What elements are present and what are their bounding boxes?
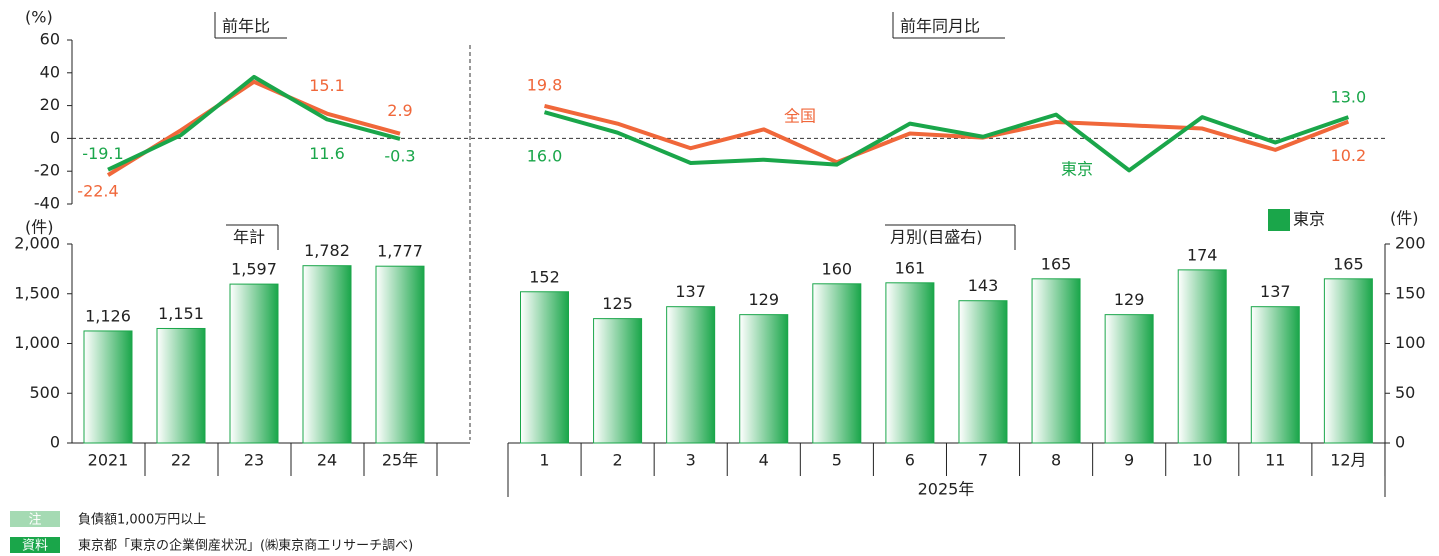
data-label: 16.0 [527, 147, 563, 166]
x-tick-label: 10 [1192, 451, 1212, 470]
data-label: -19.1 [82, 144, 123, 163]
x-tick-label: 6 [905, 451, 915, 470]
bar [1323, 278, 1373, 444]
bar [958, 300, 1008, 444]
x-tick-label: 3 [686, 451, 696, 470]
y-tick-label: -20 [34, 161, 60, 180]
y-tick-label: 60 [40, 30, 60, 49]
data-label: 19.8 [527, 75, 563, 94]
bar [1177, 269, 1227, 444]
data-label: 13.0 [1331, 88, 1367, 107]
bar [666, 306, 716, 444]
y-tick-label: 20 [40, 95, 60, 114]
data-label: 160 [822, 259, 853, 278]
chart-title: 月別(目盛右) [890, 228, 983, 247]
y-tick-label: 100 [1395, 333, 1426, 352]
bar [885, 282, 935, 444]
data-label: 1,126 [85, 306, 131, 325]
line [107, 74, 401, 172]
bar [1031, 278, 1081, 444]
y-tick-label: -40 [34, 194, 60, 213]
note-tag-text: 資料 [22, 539, 48, 554]
y-tick-label: 1,500 [14, 283, 60, 302]
x-tick-label: 5 [832, 451, 842, 470]
note-text: 負債額1,000万円以上 [78, 513, 206, 528]
data-label: 137 [1260, 282, 1291, 301]
x-tick-label: 4 [759, 451, 769, 470]
data-label: 125 [602, 294, 633, 313]
bar [83, 330, 133, 444]
data-label: 161 [895, 258, 926, 277]
note-tag-text: 注 [28, 513, 41, 528]
bar [1104, 314, 1154, 444]
note-tag [10, 511, 60, 527]
y-tick-label: 500 [29, 383, 60, 402]
data-label: 165 [1333, 254, 1364, 273]
bar [375, 265, 425, 444]
bar [156, 327, 206, 444]
x-tick-label: 24 [317, 451, 337, 470]
data-label: 165 [1041, 254, 1072, 273]
line [543, 110, 1350, 173]
data-label: 1,782 [304, 241, 350, 260]
data-label: 129 [1114, 290, 1145, 309]
bar [520, 291, 569, 444]
y-tick-label: 150 [1395, 283, 1426, 302]
x-tick-label: 8 [1051, 451, 1061, 470]
chart-title: 年計 [233, 228, 265, 247]
x-tick-label: 23 [244, 451, 264, 470]
y-axis-label: (件) [25, 218, 54, 237]
y-tick-label: 2,000 [14, 234, 60, 253]
y-tick-label: 200 [1395, 234, 1426, 253]
chart-title: 前年比 [222, 17, 270, 36]
note-tag [10, 537, 60, 553]
y-tick-label: 0 [1395, 433, 1405, 452]
y2-axis-label: (件) [1390, 209, 1419, 228]
data-label: 143 [968, 276, 999, 295]
bar [739, 314, 789, 444]
x-tick-label: 12月 [1330, 451, 1366, 470]
data-label: 1,597 [231, 260, 277, 279]
y-axis-label: (%) [25, 8, 53, 27]
x-tick-label: 11 [1265, 451, 1285, 470]
data-label: -0.3 [384, 146, 415, 165]
bar [229, 283, 279, 444]
data-label: 1,151 [158, 304, 204, 323]
data-label: 129 [748, 290, 779, 309]
bar [302, 265, 352, 444]
data-label: 10.2 [1331, 146, 1367, 165]
series-label: 東京 [1061, 160, 1093, 179]
x-tick-label: 22 [171, 451, 191, 470]
x-tick-label: 7 [978, 451, 988, 470]
x-tick-label: 2021 [88, 451, 129, 470]
legend-swatch [1268, 209, 1290, 231]
x-tick-label: 9 [1124, 451, 1134, 470]
data-label: 152 [529, 267, 560, 286]
data-label: 137 [675, 282, 706, 301]
x-axis-label: 2025年 [918, 480, 975, 499]
y-tick-label: 0 [50, 433, 60, 452]
chart-title: 前年同月比 [900, 17, 980, 36]
x-tick-label: 25年 [382, 451, 418, 470]
bar [1250, 306, 1300, 444]
data-label: 11.6 [309, 144, 345, 163]
x-tick-label: 2 [612, 451, 622, 470]
y-tick-label: 50 [1395, 383, 1415, 402]
data-label: -22.4 [77, 182, 118, 201]
y-tick-label: 1,000 [14, 333, 60, 352]
data-label: 1,777 [377, 242, 423, 261]
x-tick-label: 1 [539, 451, 549, 470]
bar [593, 318, 643, 444]
line [544, 103, 1350, 165]
y-tick-label: 40 [40, 62, 60, 81]
legend-label: 東京 [1293, 210, 1325, 229]
data-label: 174 [1187, 245, 1218, 264]
data-label: 2.9 [387, 101, 412, 120]
series-label: 全国 [784, 107, 816, 126]
data-label: 15.1 [309, 76, 345, 95]
note-text: 東京都「東京の企業倒産状況」(㈱東京商工リサーチ調べ) [78, 538, 413, 554]
y-tick-label: 0 [50, 128, 60, 147]
bar [812, 283, 862, 444]
